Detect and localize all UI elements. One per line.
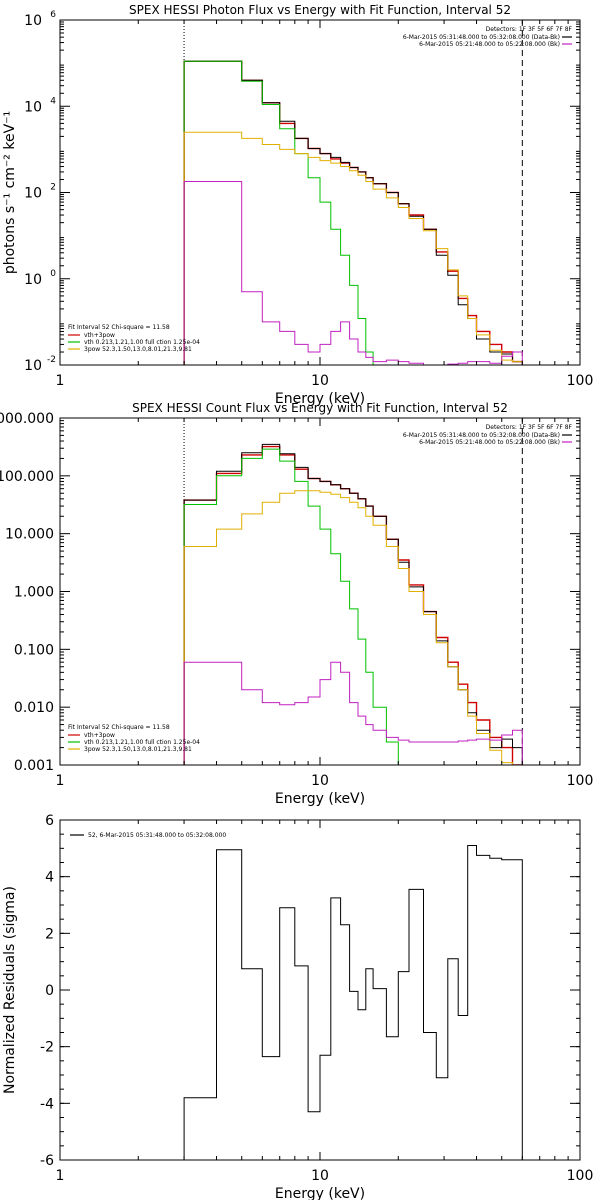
y-tick-label: 10 bbox=[24, 186, 42, 202]
y-axis-label: photons s⁻¹ cm⁻² keV⁻¹ bbox=[2, 111, 18, 274]
legend-entry: vth+3pow bbox=[84, 732, 115, 739]
legend-entry: vth+3pow bbox=[84, 332, 115, 339]
series-series-4 bbox=[183, 181, 523, 365]
x-tick-label: 100 bbox=[567, 773, 594, 789]
x-axis-label: Energy (keV) bbox=[275, 391, 365, 407]
y-tick-label: 10 bbox=[24, 99, 42, 115]
x-tick-label: 1 bbox=[56, 373, 65, 389]
y-tick-exponent: 0 bbox=[50, 269, 56, 279]
series-vth-2 bbox=[183, 448, 399, 765]
y-tick-label: 0 bbox=[45, 983, 54, 999]
legend-header: Fit Interval 52 Chi-square = 11.58 bbox=[68, 724, 170, 731]
plot-area bbox=[183, 845, 523, 1160]
y-tick-exponent: 6 bbox=[50, 10, 56, 20]
y-tick-exponent: -2 bbox=[47, 355, 56, 365]
series-series-0 bbox=[183, 845, 523, 1160]
series-3pow-3 bbox=[183, 490, 513, 765]
series-series-1 bbox=[183, 443, 523, 765]
x-tick-label: 10 bbox=[311, 773, 329, 789]
y-tick-label: 10 bbox=[24, 13, 42, 29]
y-tick-label: -4 bbox=[40, 1096, 54, 1112]
legend-entry: vth 0.213,1.21,1.00 full ction 1.25e-04 bbox=[84, 339, 200, 346]
legend-entry: vth 0.213,1.21,1.00 full ction 1.25e-04 bbox=[84, 739, 200, 746]
x-tick-label: 100 bbox=[567, 373, 594, 389]
y-axis-label: Normalized Residuals (sigma) bbox=[2, 886, 18, 1094]
series-series-4 bbox=[183, 661, 523, 765]
y-tick-label: 0.100 bbox=[14, 642, 54, 658]
y-tick-exponent: 4 bbox=[50, 96, 56, 106]
y-tick-label: 100.000 bbox=[0, 469, 54, 485]
plot-area bbox=[183, 418, 523, 765]
x-tick-label: 10 bbox=[311, 373, 329, 389]
y-tick-label: 4 bbox=[45, 870, 54, 886]
x-axis-label: Energy (keV) bbox=[275, 791, 365, 807]
legend-entry: 3pow 52.3,1.50,13.0,8.01,21.3,9.81 bbox=[84, 346, 192, 353]
x-tick-label: 1 bbox=[56, 773, 65, 789]
x-tick-label: 100 bbox=[567, 1168, 594, 1184]
y-tick-label: 10 bbox=[24, 358, 42, 374]
legend-entry: 6-Mar-2015 05:31:48.000 to 05:32:08.000 … bbox=[403, 34, 560, 41]
legend-header: Detectors: 1F 3F 5F 6F 7F 8F bbox=[486, 424, 573, 431]
chart-panel-2: 1 10 100 0.001 0.010 0.100 1.000 10.000 100.000 1… bbox=[0, 401, 594, 807]
x-tick-label: 1 bbox=[56, 1168, 65, 1184]
plot-area bbox=[183, 20, 523, 365]
chart-title: SPEX HESSI Count Flux vs Energy with Fit… bbox=[132, 401, 508, 415]
plot-frame bbox=[59, 417, 581, 766]
chart-title: SPEX HESSI Photon Flux vs Energy with Fi… bbox=[129, 3, 511, 17]
y-tick-exponent: 2 bbox=[50, 183, 56, 193]
series-vth-2 bbox=[183, 60, 374, 365]
legend-entry: 6-Mar-2015 05:31:48.000 to 05:32:08.000 … bbox=[403, 432, 560, 439]
y-tick-label: 10.000 bbox=[5, 527, 54, 543]
x-tick-label: 10 bbox=[311, 1168, 329, 1184]
y-tick-label: 0.010 bbox=[14, 700, 54, 716]
y-tick-label: -6 bbox=[40, 1153, 54, 1169]
legend-entry: 6-Mar-2015 05:21:48.000 to 05:22:08.000 … bbox=[419, 439, 560, 446]
y-tick-label: 10 bbox=[24, 272, 42, 288]
chart-panel-3: 1 10 100 -6 -4 -2 0 2 4 6 Energy (keV) Normalized R… bbox=[2, 813, 593, 1200]
x-axis-label: Energy (keV) bbox=[275, 1186, 365, 1200]
legend-entry: 52, 6-Mar-2015 05:31:48.000 to 05:32:08.… bbox=[88, 832, 226, 839]
legend-header: Fit Interval 52 Chi-square = 11.58 bbox=[68, 324, 170, 331]
y-tick-label: 2 bbox=[45, 926, 54, 942]
y-tick-label: 0.001 bbox=[14, 758, 54, 774]
y-tick-label: 1.000 bbox=[14, 585, 54, 601]
series-vth+3pow-0 bbox=[183, 60, 523, 365]
series-series-1 bbox=[183, 60, 523, 365]
legend-entry: 6-Mar-2015 05:21:48.000 to 05:22:08.000 … bbox=[419, 41, 560, 48]
legend-header: Detectors: 1F 3F 5F 6F 7F 8F bbox=[486, 26, 573, 33]
y-tick-label: -2 bbox=[40, 1040, 54, 1056]
y-tick-label: 6 bbox=[45, 813, 54, 829]
legend-entry: 3pow 52.3,1.50,13.0,8.01,21.3,9.81 bbox=[84, 746, 192, 753]
series-3pow-3 bbox=[183, 131, 523, 365]
